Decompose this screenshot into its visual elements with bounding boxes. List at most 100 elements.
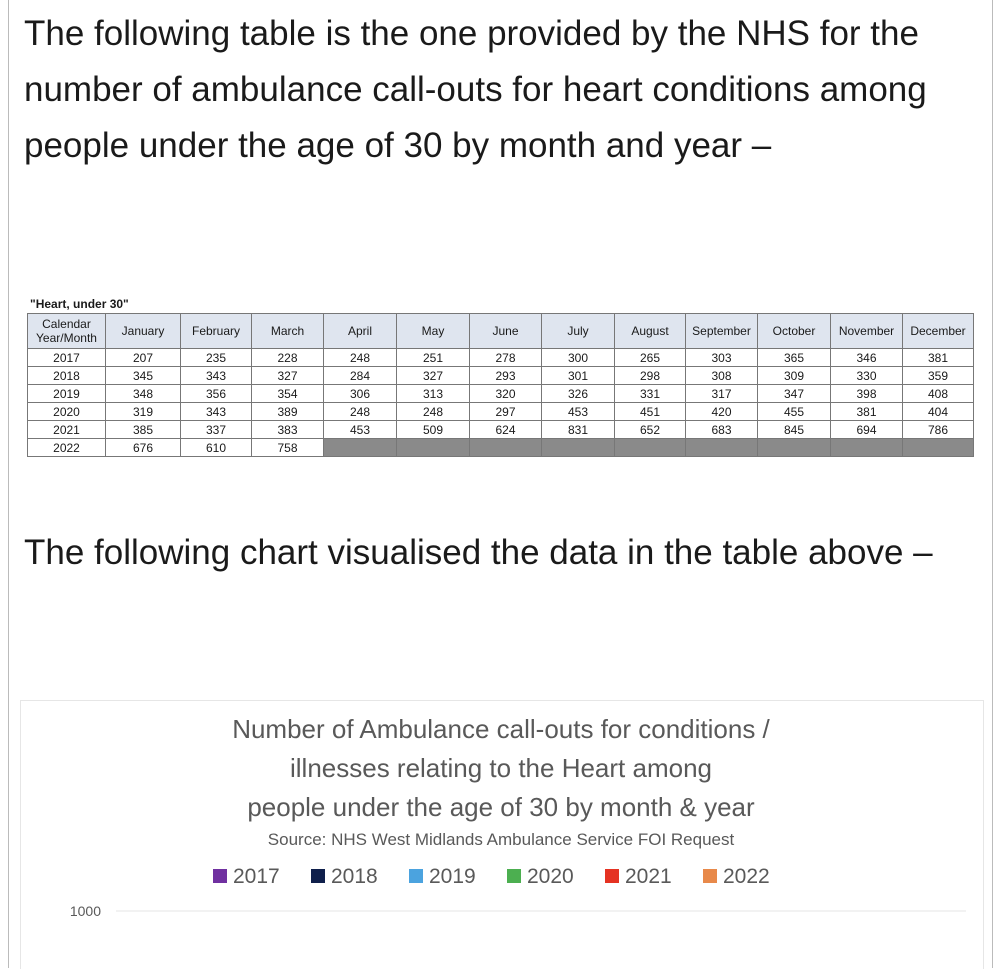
table-cell: 381 bbox=[830, 402, 903, 421]
table-cell: 346 bbox=[830, 348, 903, 367]
table-cell: 2020 bbox=[27, 402, 106, 421]
chart-subtitle: Source: NHS West Midlands Ambulance Serv… bbox=[268, 830, 735, 849]
header-cell: May bbox=[396, 313, 470, 349]
table-cell: 694 bbox=[830, 420, 903, 439]
table-cell: 624 bbox=[469, 420, 542, 439]
table-cell: 786 bbox=[902, 420, 974, 439]
y-tick-label: 1000 bbox=[70, 903, 101, 919]
table-cell: 309 bbox=[757, 366, 831, 385]
table-cell: 758 bbox=[251, 438, 324, 457]
legend-swatch bbox=[311, 869, 325, 883]
table-cell: 383 bbox=[251, 420, 324, 439]
table-cell: 337 bbox=[180, 420, 252, 439]
empty-cell bbox=[323, 438, 397, 457]
header-cell: November bbox=[830, 313, 903, 349]
table-cell: 676 bbox=[105, 438, 181, 457]
table-cell: 451 bbox=[614, 402, 686, 421]
empty-cell bbox=[469, 438, 542, 457]
table-cell: 331 bbox=[614, 384, 686, 403]
table-cell: 453 bbox=[323, 420, 397, 439]
table-cell: 610 bbox=[180, 438, 252, 457]
table-cell: 455 bbox=[757, 402, 831, 421]
legend-label: 2022 bbox=[723, 865, 770, 888]
table-row: 2020 319 343 389 248 248 297 453 451 420 455 381 404 bbox=[27, 402, 974, 421]
table-row: 2019 348 356 354 306 313 320 326 331 317 347 398 408 bbox=[27, 384, 974, 403]
table-cell: 2021 bbox=[27, 420, 106, 439]
table-cell: 420 bbox=[685, 402, 758, 421]
empty-cell bbox=[396, 438, 470, 457]
empty-cell bbox=[541, 438, 615, 457]
table-cell: 284 bbox=[323, 366, 397, 385]
header-cell: December bbox=[902, 313, 974, 349]
table-cell: 2022 bbox=[27, 438, 106, 457]
table-cell: 381 bbox=[902, 348, 974, 367]
table-row: 2017 207 235 228 248 251 278 300 265 303 365 346 381 bbox=[27, 348, 974, 367]
content-frame bbox=[8, 0, 993, 968]
table-cell: 306 bbox=[323, 384, 397, 403]
chart-title: people under the age of 30 by month & ye… bbox=[247, 792, 755, 822]
table-cell: 327 bbox=[251, 366, 324, 385]
table-cell: 509 bbox=[396, 420, 470, 439]
header-cell: September bbox=[685, 313, 758, 349]
table-cell: 327 bbox=[396, 366, 470, 385]
header-row: Calendar Year/Month January February March A… bbox=[27, 313, 974, 349]
legend-swatch bbox=[213, 869, 227, 883]
paragraph: The following table is the one provided … bbox=[24, 14, 927, 165]
table-cell: 365 bbox=[757, 348, 831, 367]
table-cell: 359 bbox=[902, 366, 974, 385]
table-cell: 278 bbox=[469, 348, 542, 367]
table-cell: 297 bbox=[469, 402, 542, 421]
table-cell: 398 bbox=[830, 384, 903, 403]
table-cell: 248 bbox=[323, 402, 397, 421]
table-cell: 248 bbox=[396, 402, 470, 421]
table-row: 2018 345 343 327 284 327 293 301 298 308 309 330 359 bbox=[27, 366, 974, 385]
table-cell: 251 bbox=[396, 348, 470, 367]
table-cell: 265 bbox=[614, 348, 686, 367]
table-cell: 356 bbox=[180, 384, 252, 403]
table-cell: 347 bbox=[757, 384, 831, 403]
legend-swatch bbox=[605, 869, 619, 883]
paragraph: The following chart visualised the data … bbox=[24, 533, 933, 572]
legend-label: 2021 bbox=[625, 865, 672, 888]
empty-cell bbox=[830, 438, 903, 457]
table-cell: 330 bbox=[830, 366, 903, 385]
chart-title: illnesses relating to the Heart among bbox=[290, 753, 712, 783]
header-cell: Calendar Year/Month bbox=[27, 313, 106, 349]
table-cell: 348 bbox=[105, 384, 181, 403]
legend-label: 2017 bbox=[233, 865, 280, 888]
legend-swatch bbox=[507, 869, 521, 883]
legend-label: 2019 bbox=[429, 865, 476, 888]
table-cell: 652 bbox=[614, 420, 686, 439]
table-cell: 207 bbox=[105, 348, 181, 367]
header-cell: January bbox=[105, 313, 181, 349]
table-cell: 389 bbox=[251, 402, 324, 421]
legend-swatch bbox=[409, 869, 423, 883]
header-cell: June bbox=[469, 313, 542, 349]
table-cell: 343 bbox=[180, 366, 252, 385]
table-row: 2022 676 610 758 bbox=[27, 438, 974, 457]
table-cell: 320 bbox=[469, 384, 542, 403]
empty-cell bbox=[757, 438, 831, 457]
table-cell: 319 bbox=[105, 402, 181, 421]
table-cell: 301 bbox=[541, 366, 615, 385]
table-cell: 326 bbox=[541, 384, 615, 403]
table-caption: "Heart, under 30" bbox=[30, 297, 129, 311]
table-cell: 831 bbox=[541, 420, 615, 439]
table-cell: 293 bbox=[469, 366, 542, 385]
header-cell: March bbox=[251, 313, 324, 349]
table-cell: 385 bbox=[105, 420, 181, 439]
table-cell: 453 bbox=[541, 402, 615, 421]
table-cell: 248 bbox=[323, 348, 397, 367]
table-cell: 343 bbox=[180, 402, 252, 421]
table-cell: 317 bbox=[685, 384, 758, 403]
data-table: Calendar Year/Month January February March A… bbox=[27, 313, 974, 457]
chart-title: Number of Ambulance call-outs for condit… bbox=[232, 714, 770, 744]
table-cell: 354 bbox=[251, 384, 324, 403]
table-cell: 313 bbox=[396, 384, 470, 403]
table-row: 2021 385 337 383 453 509 624 831 652 683 845 694 786 bbox=[27, 420, 974, 439]
table-cell: 345 bbox=[105, 366, 181, 385]
table-cell: 308 bbox=[685, 366, 758, 385]
empty-cell bbox=[902, 438, 974, 457]
table-cell: 2019 bbox=[27, 384, 106, 403]
